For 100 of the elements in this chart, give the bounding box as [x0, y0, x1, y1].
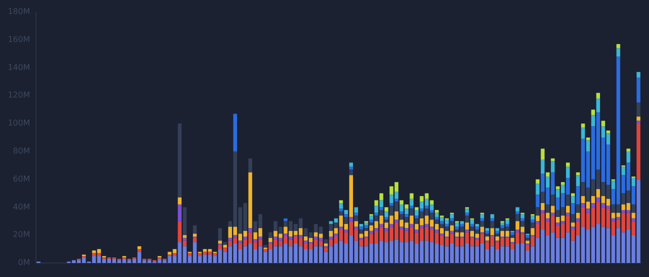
bar — [238, 240, 242, 244]
bar — [178, 124, 182, 198]
bar — [566, 166, 570, 178]
bar — [586, 208, 590, 213]
bar — [495, 228, 500, 231]
bar — [516, 207, 520, 212]
bar — [334, 234, 338, 237]
bar — [248, 158, 252, 172]
bar — [510, 235, 514, 238]
bar — [516, 230, 520, 232]
bar — [258, 236, 262, 240]
bar — [410, 224, 414, 227]
bar — [384, 207, 388, 212]
bar — [243, 236, 248, 240]
bar — [178, 197, 182, 204]
bar — [379, 193, 384, 200]
bar — [490, 214, 494, 218]
bar — [616, 44, 620, 48]
bar — [636, 102, 640, 117]
bar — [349, 216, 353, 222]
bar — [218, 240, 222, 244]
bar — [379, 207, 384, 210]
bar — [576, 204, 580, 213]
bar — [414, 230, 419, 232]
bar — [626, 151, 630, 163]
bar — [379, 210, 384, 216]
bar — [445, 224, 449, 227]
bar — [480, 221, 484, 227]
bar — [591, 115, 595, 126]
bar — [581, 203, 585, 208]
bar — [450, 221, 454, 226]
bar — [540, 148, 545, 160]
bar — [394, 198, 398, 202]
bar — [233, 235, 238, 238]
bar — [284, 234, 288, 237]
bar — [632, 218, 636, 222]
bar — [520, 218, 524, 222]
bar — [571, 226, 575, 230]
bar — [540, 160, 545, 174]
bar — [571, 214, 575, 223]
bar — [430, 210, 434, 213]
bar — [414, 218, 419, 224]
bar — [591, 110, 595, 116]
bar — [566, 206, 570, 213]
bar — [440, 221, 444, 224]
bar — [536, 221, 540, 224]
bar — [384, 220, 388, 223]
bar — [536, 207, 540, 216]
bar — [566, 212, 570, 216]
bar — [339, 208, 343, 212]
bar — [465, 222, 469, 230]
bar — [228, 238, 232, 241]
bar — [530, 216, 534, 220]
bar — [510, 238, 514, 242]
bar — [480, 214, 484, 218]
bar — [566, 194, 570, 206]
bar — [384, 216, 388, 220]
bar — [636, 120, 640, 124]
bar — [465, 230, 469, 232]
bar — [526, 240, 530, 244]
bar — [430, 226, 434, 230]
bar — [182, 235, 187, 238]
bar — [223, 244, 227, 248]
bar — [546, 212, 550, 218]
bar — [268, 232, 272, 238]
bar — [470, 220, 474, 224]
bar — [374, 200, 378, 206]
bar — [490, 228, 494, 236]
bar — [591, 203, 595, 208]
bar — [329, 236, 333, 240]
bar — [339, 203, 343, 209]
bar — [233, 114, 238, 152]
bar — [414, 207, 419, 210]
bar — [520, 221, 524, 227]
bar — [218, 228, 222, 241]
bar — [636, 72, 640, 78]
bar — [369, 216, 374, 220]
bar — [586, 138, 590, 140]
bar — [339, 200, 343, 204]
bar — [137, 249, 142, 252]
bar — [410, 193, 414, 199]
bar — [264, 244, 268, 248]
bar — [560, 182, 565, 185]
bar — [465, 208, 469, 213]
bar — [526, 235, 530, 238]
bar — [434, 216, 439, 220]
bar — [349, 170, 353, 176]
bar — [576, 172, 580, 176]
bar — [354, 221, 358, 227]
bar — [344, 214, 348, 217]
bar — [530, 228, 534, 236]
bar — [223, 242, 227, 245]
bar — [611, 180, 616, 190]
bar — [460, 224, 464, 227]
bar — [410, 208, 414, 216]
bar — [586, 140, 590, 152]
bar — [339, 226, 343, 230]
bar — [420, 208, 424, 212]
bar — [400, 200, 404, 204]
bar — [344, 210, 348, 214]
